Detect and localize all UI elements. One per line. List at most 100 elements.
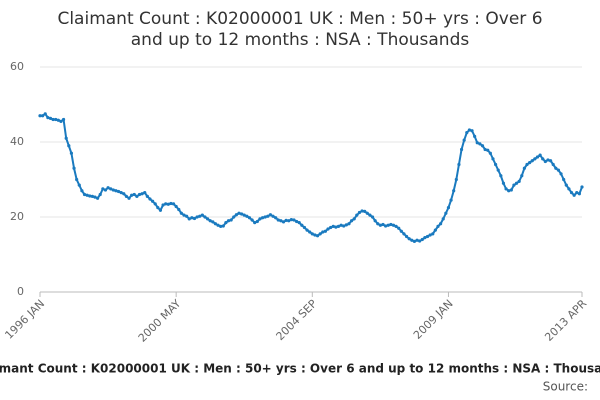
data-point — [486, 148, 490, 152]
data-point — [329, 225, 333, 230]
data-point — [480, 144, 485, 148]
x-tick-label: 2004 SEP — [274, 297, 320, 343]
data-point — [284, 218, 288, 222]
data-point — [90, 194, 94, 198]
data-point — [137, 192, 142, 197]
data-point — [488, 151, 492, 155]
chart-title: and up to 12 months : NSA : Thousands — [131, 30, 470, 50]
legend-entry: Claimant Count : K02000001 UK : Men : 50… — [0, 362, 600, 376]
data-point — [323, 229, 328, 233]
data-point — [520, 174, 524, 178]
data-point — [135, 194, 139, 198]
data-point — [161, 203, 165, 207]
y-tick-label: 0 — [17, 285, 24, 298]
data-point — [425, 234, 430, 239]
data-point — [522, 166, 526, 170]
data-point — [577, 192, 581, 196]
data-point — [483, 147, 487, 152]
data-point — [116, 189, 121, 194]
data-point — [551, 162, 555, 167]
data-point — [514, 181, 519, 185]
data-point — [478, 142, 482, 146]
data-point — [205, 217, 210, 221]
data-point — [266, 214, 270, 218]
data-point — [174, 204, 178, 209]
data-point — [122, 192, 126, 196]
data-point — [232, 215, 236, 219]
data-point — [339, 223, 343, 227]
data-point — [41, 114, 45, 118]
data-point — [397, 226, 401, 230]
data-point — [289, 218, 293, 222]
data-point — [69, 151, 74, 155]
data-point — [297, 221, 301, 225]
data-point — [470, 129, 474, 133]
data-point — [567, 187, 571, 191]
data-point — [525, 162, 529, 167]
y-tick-label: 40 — [10, 135, 24, 148]
data-point — [543, 159, 547, 164]
data-point — [507, 189, 511, 193]
data-point — [294, 219, 299, 224]
data-point — [331, 224, 335, 228]
data-point — [491, 157, 495, 161]
data-point — [171, 202, 176, 206]
data-point — [548, 159, 553, 163]
data-point — [368, 213, 372, 217]
data-point — [85, 193, 89, 197]
data-line — [40, 112, 583, 243]
data-point — [556, 168, 561, 172]
data-point — [213, 222, 218, 226]
data-point — [192, 216, 197, 221]
data-point — [441, 217, 445, 221]
data-point — [391, 223, 396, 227]
data-point — [420, 237, 424, 242]
data-point — [310, 232, 314, 236]
data-point — [164, 202, 168, 206]
data-point — [389, 222, 393, 227]
data-point — [64, 136, 68, 140]
data-point — [258, 217, 262, 221]
data-point — [153, 202, 157, 206]
data-point — [326, 227, 330, 231]
data-point — [56, 118, 60, 122]
data-point — [211, 220, 215, 224]
data-point — [82, 192, 87, 197]
data-point — [386, 223, 390, 227]
data-point — [88, 194, 92, 198]
data-point — [234, 213, 238, 217]
data-point — [72, 166, 76, 170]
data-point — [237, 211, 241, 215]
data-point — [352, 217, 356, 221]
data-point — [493, 162, 498, 167]
data-point — [216, 223, 220, 227]
data-point — [292, 218, 296, 222]
data-point — [148, 197, 152, 201]
data-point — [410, 238, 414, 242]
data-point — [313, 233, 317, 237]
data-point — [54, 117, 58, 122]
data-point — [365, 211, 369, 215]
data-point — [271, 214, 275, 218]
data-point — [38, 114, 42, 118]
data-point — [177, 207, 181, 212]
data-point — [145, 194, 149, 198]
data-point — [399, 229, 403, 233]
source-label: Source: — [543, 380, 588, 394]
data-point — [240, 212, 244, 216]
data-point — [315, 234, 320, 238]
data-point — [465, 131, 469, 135]
data-point — [43, 112, 47, 116]
data-point — [226, 219, 231, 223]
data-point — [509, 188, 513, 192]
data-point — [423, 236, 427, 240]
data-point — [130, 193, 134, 197]
data-point — [473, 134, 477, 138]
data-point — [221, 224, 225, 228]
data-point — [496, 168, 500, 172]
data-point — [208, 219, 212, 223]
data-point — [533, 157, 537, 161]
data-point — [349, 219, 354, 223]
data-point — [200, 213, 204, 217]
